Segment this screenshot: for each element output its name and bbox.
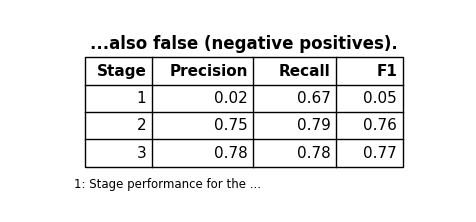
Text: 1: Stage performance for the ...: 1: Stage performance for the ... [74,178,261,191]
Text: 0.78: 0.78 [297,146,330,161]
Text: 3: 3 [137,146,147,161]
Text: 2: 2 [137,118,147,133]
Text: 0.79: 0.79 [297,118,330,133]
Text: ...also false (negative positives).: ...also false (negative positives). [90,35,398,53]
Text: 0.05: 0.05 [363,91,397,106]
Text: 0.78: 0.78 [214,146,248,161]
Text: F1: F1 [376,63,397,79]
Text: 1: 1 [137,91,147,106]
Text: 0.02: 0.02 [214,91,248,106]
Text: 0.67: 0.67 [297,91,330,106]
Text: 0.77: 0.77 [363,146,397,161]
Text: Precision: Precision [169,63,248,79]
Text: 0.75: 0.75 [214,118,248,133]
Text: Stage: Stage [97,63,147,79]
Text: Recall: Recall [278,63,330,79]
Text: 0.76: 0.76 [363,118,397,133]
